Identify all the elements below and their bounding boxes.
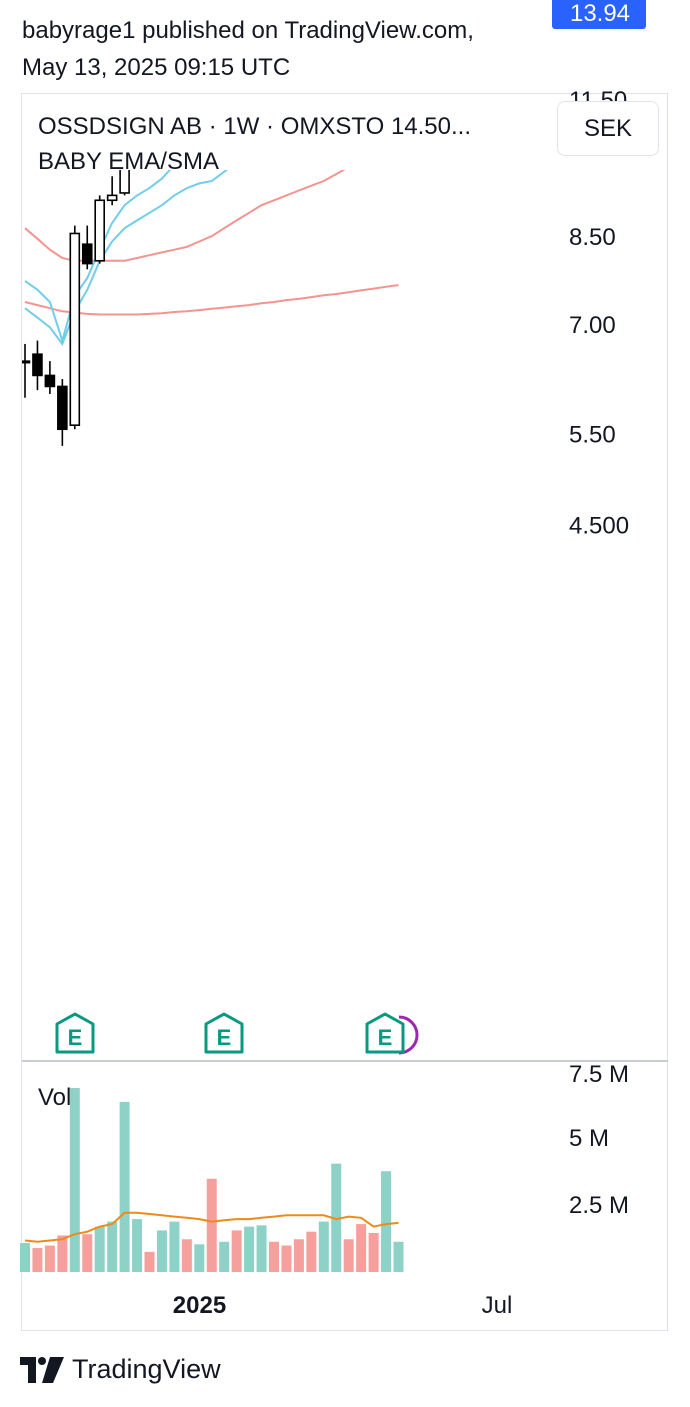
- volume-bar: [356, 1224, 367, 1272]
- volume-bar: [156, 1230, 167, 1272]
- volume-bar: [244, 1226, 255, 1272]
- volume-bar: [343, 1239, 354, 1272]
- volume-bar: [206, 1178, 217, 1272]
- candle-body: [44, 374, 56, 388]
- volume-bar: [331, 1163, 342, 1272]
- candle-body: [94, 199, 105, 262]
- volume-bar: [269, 1241, 279, 1272]
- footer-brand: TradingView: [72, 1354, 221, 1384]
- volume-bar: [194, 1244, 205, 1272]
- earnings-marker-label: E: [378, 1025, 393, 1050]
- volume-bar: [94, 1226, 105, 1272]
- earnings-marker-icon[interactable]: [55, 1012, 95, 1054]
- candle-body: [344, 7, 353, 15]
- candle-body: [394, 0, 403, 13]
- volume-axis-label: 7.5 M: [569, 1061, 629, 1088]
- volume-label: Vol: [38, 1084, 71, 1111]
- candle-body: [245, 28, 254, 59]
- tradingview-logo[interactable]: TradingView: [20, 1354, 221, 1385]
- volume-axis-label: 2.5 M: [569, 1192, 629, 1219]
- ema-fast-line: [24, 170, 172, 345]
- volume-bar: [69, 1088, 80, 1272]
- volume-bar: [231, 1230, 242, 1272]
- price-pane: [22, 0, 403, 446]
- volume-bar: [219, 1241, 230, 1272]
- volume-bar: [169, 1221, 180, 1272]
- volume-bar: [381, 1171, 392, 1272]
- volume-bar: [44, 1245, 55, 1272]
- time-axis-label-month: Jul: [482, 1292, 513, 1319]
- candle-body: [382, 15, 391, 61]
- volume-bar: [181, 1239, 192, 1272]
- price-axis-label: 5.50: [569, 421, 616, 448]
- volume-bar: [306, 1231, 317, 1272]
- volume-bar: [281, 1245, 292, 1272]
- volume-bar: [318, 1221, 329, 1272]
- earnings-marker-label: E: [68, 1025, 83, 1050]
- time-axis-label-year: 2025: [173, 1292, 226, 1319]
- earnings-marker-label: E: [217, 1025, 232, 1050]
- volume-bar: [82, 1234, 93, 1272]
- volume-bar: [132, 1219, 143, 1272]
- volume-bar: [20, 1243, 30, 1272]
- volume-bar: [256, 1225, 267, 1272]
- price-axis-label: 8.50: [569, 224, 616, 251]
- candle-body: [32, 353, 43, 377]
- tradingview-mark-icon: [20, 1356, 64, 1383]
- volume-bar: [368, 1232, 379, 1272]
- volume-bar: [107, 1221, 118, 1272]
- volume-bar: [144, 1251, 155, 1272]
- price-axis-label: 4.500: [569, 512, 629, 539]
- candle-body: [369, 52, 378, 57]
- candle-body: [22, 360, 31, 364]
- candle-body: [282, 76, 291, 82]
- volume-axis-label: 5 M: [569, 1125, 609, 1152]
- candle-body: [69, 232, 81, 426]
- candle-body: [357, 15, 366, 52]
- volume-bar: [393, 1241, 404, 1272]
- price-axis-label: 7.00: [569, 312, 616, 339]
- candle-body: [232, 52, 241, 59]
- volume-bar: [119, 1101, 130, 1272]
- last-price-label: 13.94: [570, 0, 630, 27]
- candle-body: [57, 385, 68, 431]
- candle-body: [257, 25, 266, 27]
- chart-symbol-title[interactable]: OSSDSIGN AB · 1W · OMXSTO 14.50...: [38, 113, 472, 140]
- candle-body: [332, 7, 341, 124]
- dividend-arc-icon[interactable]: [398, 1015, 419, 1055]
- indicator-label[interactable]: BABY EMA/SMA: [38, 148, 219, 175]
- currency-button[interactable]: SEK: [557, 101, 659, 156]
- publish-author-line: babyrage1 published on TradingView.com,: [22, 17, 474, 44]
- candle-body: [270, 22, 279, 77]
- volume-ma-line: [24, 1211, 399, 1243]
- candle-body: [307, 91, 316, 95]
- earnings-marker-icon[interactable]: [204, 1012, 244, 1054]
- publish-date-line: May 13, 2025 09:15 UTC: [22, 54, 291, 81]
- sma-slow-2-line: [24, 284, 399, 316]
- ema-mid-line: [24, 170, 229, 346]
- earnings-marker-icon[interactable]: [365, 1012, 405, 1054]
- candle-body: [319, 93, 328, 95]
- last-price-tag: [552, 0, 646, 30]
- candle-body: [294, 82, 303, 99]
- chart-frame: [21, 93, 668, 1331]
- candle-body: [81, 243, 93, 265]
- volume-bar: [32, 1248, 43, 1272]
- volume-bar: [57, 1235, 68, 1272]
- volume-bar: [293, 1239, 304, 1272]
- candle-body: [106, 194, 118, 202]
- candle-body: [119, 170, 130, 194]
